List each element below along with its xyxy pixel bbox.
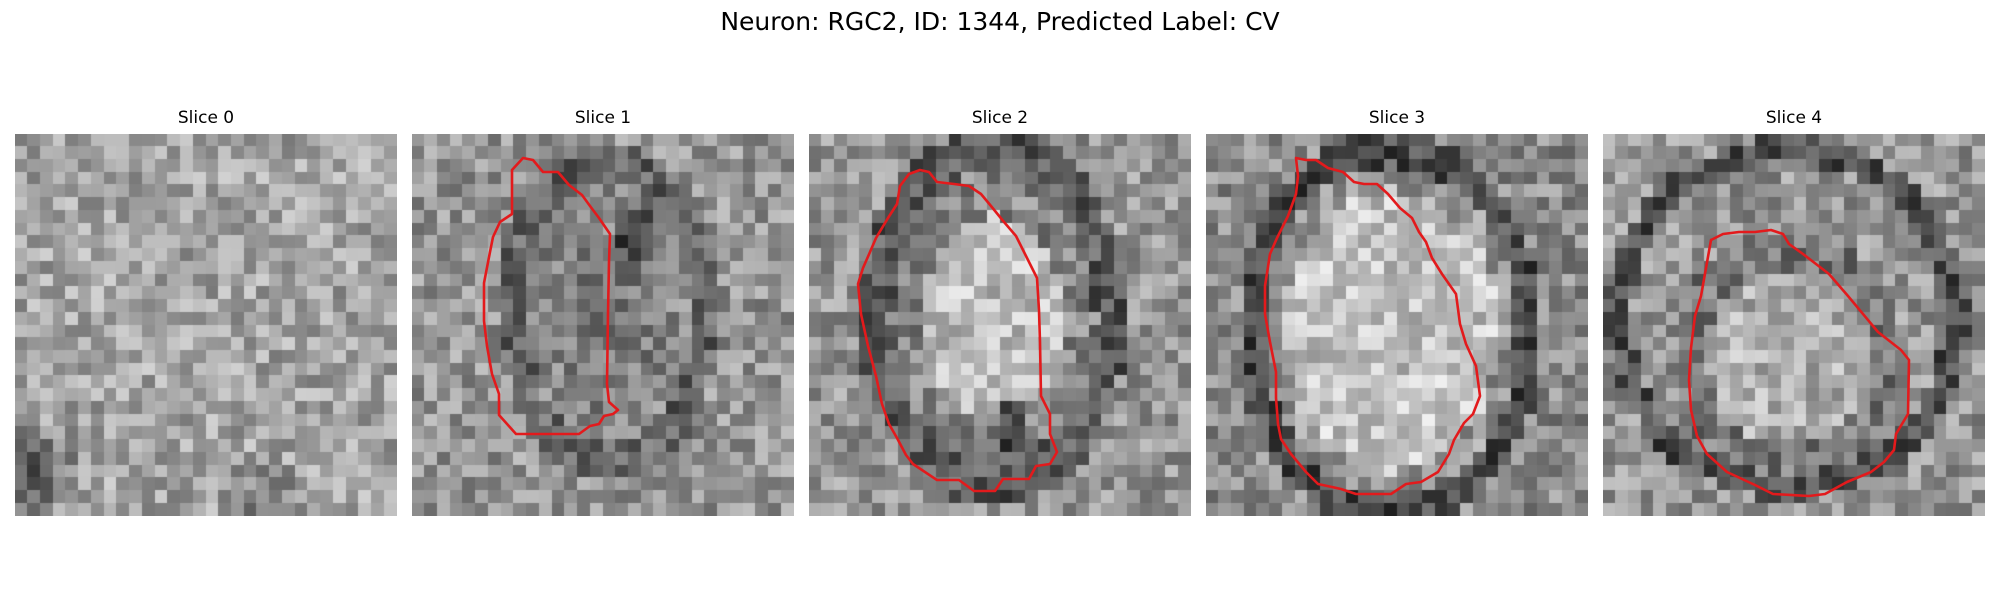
- slice-title: Slice 0: [177, 108, 235, 128]
- contour-line: [856, 168, 1059, 493]
- slice-title: Slice 3: [1368, 108, 1426, 128]
- microscopy-image: [412, 134, 794, 516]
- slice-panel-2: Slice 2: [809, 104, 1191, 518]
- slice-panel-3: Slice 3: [1206, 104, 1588, 518]
- slice-title: Slice 4: [1765, 108, 1823, 128]
- microscopy-image: [1206, 134, 1588, 516]
- segmentation-contour: [1687, 228, 1911, 498]
- contour-line: [1263, 156, 1482, 496]
- contour-line: [482, 156, 620, 436]
- segmentation-contour: [482, 156, 620, 436]
- figure-title: Neuron: RGC2, ID: 1344, Predicted Label:…: [720, 7, 1280, 36]
- contour-line: [1687, 228, 1911, 498]
- microscopy-image: [1603, 134, 1985, 516]
- slice-panel-0: Slice 0: [15, 104, 397, 518]
- microscopy-image: [15, 134, 397, 516]
- slice-title: Slice 1: [574, 108, 632, 128]
- segmentation-contour: [856, 168, 1059, 493]
- microscopy-image: [809, 134, 1191, 516]
- slice-panel-4: Slice 4: [1603, 104, 1985, 518]
- slice-panel-1: Slice 1: [412, 104, 794, 518]
- segmentation-contour: [1263, 156, 1482, 496]
- slice-title: Slice 2: [971, 108, 1029, 128]
